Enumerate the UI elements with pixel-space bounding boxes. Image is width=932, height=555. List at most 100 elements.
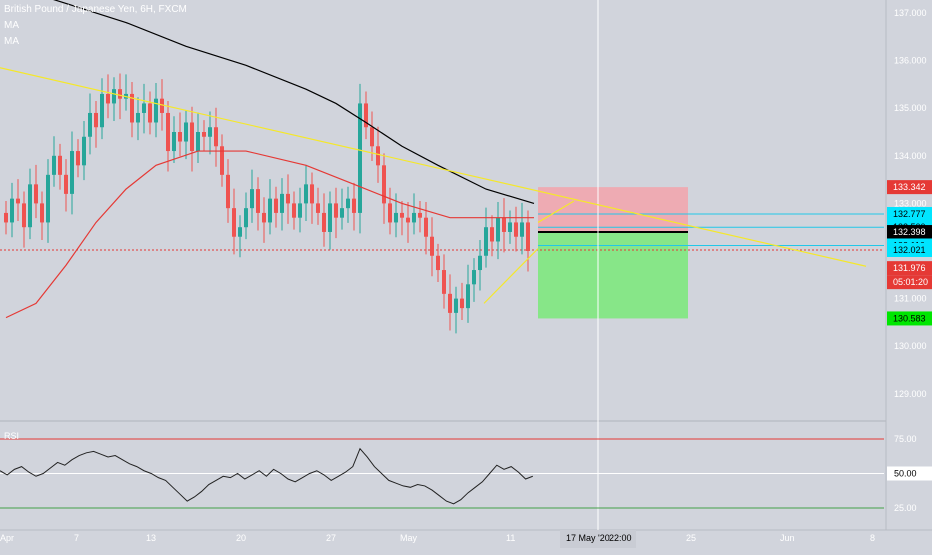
price-tick-label: 131.000 (894, 294, 927, 304)
candle-body (70, 151, 74, 194)
stop-loss-zone (538, 187, 688, 233)
symbol-title[interactable]: British Pound / Japanese Yen, 6H, FXCM (4, 4, 187, 15)
time-tick-label: 20 (236, 533, 246, 543)
price-label-text: 05:01:20 (893, 277, 928, 287)
candle-body (520, 222, 524, 237)
candle-body (112, 89, 116, 104)
candle-body (298, 203, 302, 218)
candle-body (394, 212, 398, 223)
candle-body (16, 198, 20, 204)
candle-body (166, 112, 170, 152)
price-tick-label: 136.000 (894, 56, 927, 66)
price-label-text: 133.342 (893, 182, 926, 192)
candle-body (514, 222, 518, 237)
price-tick-label: 133.000 (894, 198, 927, 208)
candle-body (496, 217, 500, 242)
candle-body (268, 198, 272, 223)
crosshair-date-label: 17 May '20 (566, 533, 610, 543)
rsi-label[interactable]: RSI (4, 431, 20, 441)
candle-body (46, 174, 50, 223)
price-tick-label: 130.000 (894, 341, 927, 351)
candle-body (190, 122, 194, 152)
candle-body (442, 270, 446, 294)
candle-body (472, 270, 476, 285)
candle-body (280, 193, 284, 213)
rsi-tick-label: 75.00 (894, 434, 917, 444)
candle-body (76, 151, 80, 166)
rsi-current-label-bg (887, 466, 932, 481)
candle-body (460, 298, 464, 309)
candle-body (448, 293, 452, 313)
candle-body (130, 93, 134, 123)
trendline-projection (537, 200, 575, 223)
candle-body (160, 98, 164, 113)
crosshair-time-label: 22:00 (609, 533, 632, 543)
candle-body (388, 203, 392, 223)
price-tick-label: 135.000 (894, 103, 927, 113)
price-label-last-price (887, 261, 932, 276)
trendline-descending (0, 67, 867, 267)
candle-body (202, 132, 206, 137)
indicator-ma-2-label[interactable]: MA (4, 36, 19, 47)
candle-body (184, 122, 188, 142)
candle-body (502, 217, 506, 232)
candle-body (274, 198, 278, 213)
indicator-ma-1-label[interactable]: MA (4, 20, 19, 31)
candle-body (94, 112, 98, 128)
candle-body (358, 103, 362, 213)
candle-body (334, 203, 338, 218)
candle-body (490, 227, 494, 242)
candle-body (148, 103, 152, 123)
time-tick-label: 25 (686, 533, 696, 543)
candle-body (40, 203, 44, 223)
candle-body (22, 203, 26, 228)
candle-body (172, 132, 176, 152)
candle-body (400, 212, 404, 218)
price-label-stop-loss (887, 180, 932, 195)
candle-body (244, 208, 248, 228)
candle-body (352, 198, 356, 213)
candle-body (34, 184, 38, 204)
candle-body (436, 255, 440, 271)
candle-body (4, 212, 8, 223)
rsi-line (0, 447, 533, 505)
candle-body (370, 127, 374, 147)
price-label-text: 131.976 (893, 263, 926, 273)
candle-body (28, 184, 32, 228)
price-label-level (887, 243, 932, 258)
candle-body (220, 146, 224, 175)
candle-body (316, 203, 320, 213)
crosshair-time-label-bg (560, 530, 636, 548)
price-label-countdown (887, 275, 932, 290)
candle-body (238, 227, 242, 237)
candle-body (64, 174, 68, 194)
candle-body (304, 184, 308, 204)
candle-body (292, 203, 296, 218)
candle-body (82, 136, 86, 166)
take-profit-zone (538, 232, 688, 319)
price-label-text: 130.583 (893, 313, 926, 323)
candle-body (424, 217, 428, 237)
time-tick-label: Apr (0, 533, 14, 543)
candle-body (58, 155, 62, 175)
candle-body (196, 132, 200, 152)
price-label-take-profit (887, 311, 932, 326)
price-tick-label: 134.000 (894, 151, 927, 161)
candle-body (178, 132, 182, 142)
candle-body (100, 93, 104, 128)
candle-body (382, 165, 386, 204)
rsi-tick-label: 50.00 (894, 469, 917, 479)
candle-body (322, 212, 326, 232)
time-tick-label: May (400, 533, 418, 543)
candle-body (364, 103, 368, 128)
candle-body (466, 284, 470, 309)
candle-body (484, 227, 488, 256)
candle-body (226, 174, 230, 209)
price-label-text: 132.777 (893, 209, 926, 219)
candle-body (208, 127, 212, 137)
candle-body (106, 93, 110, 104)
price-label-level (887, 207, 932, 222)
candle-body (88, 112, 92, 137)
